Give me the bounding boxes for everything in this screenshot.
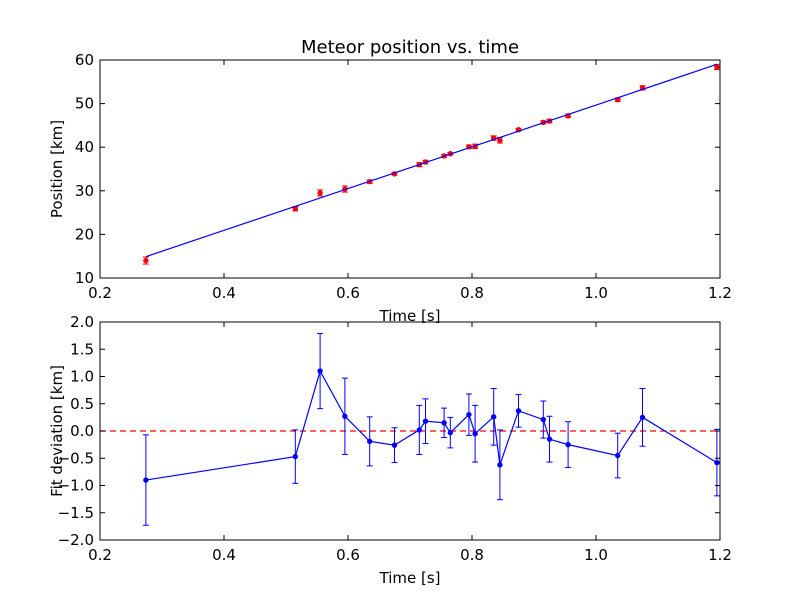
data-point	[143, 257, 149, 264]
x-tick-label: 0.8	[460, 546, 484, 564]
data-point	[422, 418, 429, 424]
y-tick-label: 50	[75, 95, 94, 113]
y-tick-label: 30	[75, 182, 94, 200]
x-tick-label: 0.4	[212, 284, 236, 302]
data-point	[472, 431, 478, 437]
chart-title: Meteor position vs. time	[301, 37, 519, 58]
fit-line	[145, 63, 718, 258]
y-axis-label: Fit deviation [km]	[48, 365, 66, 497]
y-axis-label: Position [km]	[48, 120, 66, 218]
y-tick-label: 0.5	[70, 395, 94, 413]
data-point	[447, 429, 453, 436]
data-point	[143, 477, 149, 483]
data-point	[714, 459, 720, 466]
data-point	[540, 416, 546, 423]
y-tick-label: −1.5	[58, 504, 94, 522]
x-tick-label: 0.4	[212, 546, 236, 564]
data-point	[565, 441, 571, 448]
x-tick-label: 1.0	[584, 284, 608, 302]
x-tick-label: 0.6	[336, 546, 360, 564]
y-tick-label: −2.0	[58, 531, 94, 549]
data-point	[466, 411, 472, 418]
data-point	[615, 452, 621, 459]
data-point	[491, 414, 497, 420]
x-axis-label: Time [s]	[379, 307, 441, 325]
data-point	[317, 368, 323, 374]
x-tick-label: 0.8	[460, 284, 484, 302]
data-point	[367, 438, 373, 445]
data-point	[416, 427, 422, 433]
y-tick-label: 1.0	[70, 368, 94, 386]
data-point	[515, 408, 522, 414]
x-tick-label: 1.2	[708, 284, 732, 302]
data-point	[391, 442, 398, 448]
y-tick-label: 60	[75, 51, 94, 69]
axes-frame	[99, 59, 721, 279]
y-tick-label: 40	[75, 138, 94, 156]
data-point	[639, 414, 646, 421]
data-point	[546, 436, 553, 442]
x-tick-label: 0.2	[88, 284, 112, 302]
data-point	[342, 413, 348, 419]
top-plot-position-vs-time: 0.2 0.4 0.6 0.8 1.0 1.2 10 20 30 40 50 60 Meteor pos…	[48, 37, 732, 325]
x-axis-label: Time [s]	[379, 569, 441, 587]
bottom-plot-fit-deviation: 0.2 0.4 0.6 0.8 1.0 1.2 −2.0 −1.5 −1.0 −0.5 0.0 0.5…	[48, 313, 732, 587]
y-tick-label: 0.0	[70, 422, 94, 440]
x-tick-label: 0.2	[88, 546, 112, 564]
y-tick-label: 10	[75, 269, 94, 287]
data-point	[292, 453, 298, 460]
y-tick-label: −1.0	[58, 477, 94, 495]
data-point	[441, 420, 447, 426]
y-tick-label: −0.5	[58, 449, 94, 467]
y-tick-label: 2.0	[70, 313, 94, 331]
x-tick-label: 1.0	[584, 546, 608, 564]
y-tick-label: 1.5	[70, 340, 94, 358]
data-point	[497, 137, 503, 143]
data-point	[497, 462, 503, 468]
data-point	[317, 190, 323, 196]
x-tick-label: 1.2	[708, 546, 732, 564]
x-tick-label: 0.6	[336, 284, 360, 302]
y-tick-label: 20	[75, 225, 94, 243]
